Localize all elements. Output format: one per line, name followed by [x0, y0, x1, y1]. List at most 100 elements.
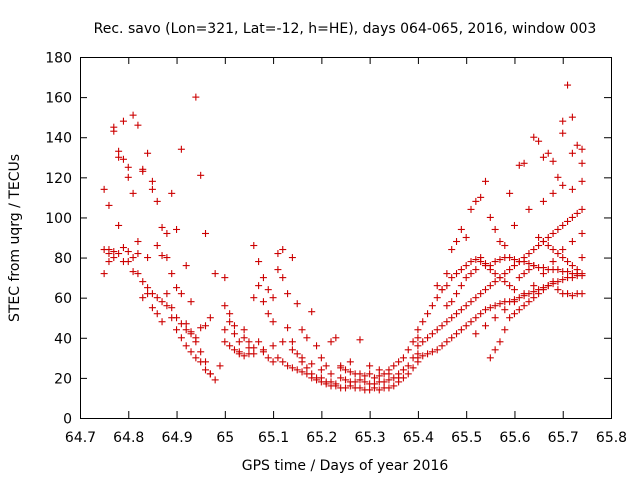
data-point: [515, 161, 523, 169]
data-point: [274, 354, 282, 362]
data-point: [395, 370, 403, 378]
data-point: [414, 342, 422, 350]
x-tick-label: 65.2: [306, 430, 337, 446]
data-point: [202, 322, 210, 330]
data-point: [535, 242, 543, 250]
data-point: [578, 205, 586, 213]
data-point: [433, 346, 441, 354]
x-tick-label: 64.7: [65, 430, 96, 446]
data-point: [197, 358, 205, 366]
data-point: [443, 282, 451, 290]
data-point: [433, 282, 441, 290]
data-point: [510, 262, 518, 270]
data-point: [221, 338, 229, 346]
data-point: [462, 302, 470, 310]
data-point: [428, 330, 436, 338]
data-point: [457, 266, 465, 274]
data-point: [414, 354, 422, 362]
data-point: [559, 276, 567, 284]
y-tick-label: 60: [54, 291, 72, 307]
data-point: [467, 258, 475, 266]
data-point: [144, 254, 152, 262]
data-point: [264, 310, 272, 318]
data-point: [568, 213, 576, 221]
data-point: [216, 362, 224, 370]
data-point: [173, 284, 181, 292]
data-point: [197, 324, 205, 332]
data-point: [506, 254, 514, 262]
data-point: [481, 286, 489, 294]
data-point: [173, 225, 181, 233]
data-point: [269, 318, 277, 326]
data-point: [395, 378, 403, 386]
data-point: [182, 326, 190, 334]
data-point: [395, 358, 403, 366]
data-point: [568, 292, 576, 300]
data-point: [448, 314, 456, 322]
data-point: [419, 338, 427, 346]
data-point: [139, 165, 147, 173]
x-tick-label: 64.8: [113, 430, 144, 446]
data-point: [457, 282, 465, 290]
data-point: [153, 197, 161, 205]
data-point: [279, 338, 287, 346]
data-point: [105, 201, 113, 209]
data-point: [462, 322, 470, 330]
data-point: [491, 314, 499, 322]
data-point: [486, 304, 494, 312]
data-point: [284, 290, 292, 298]
data-point: [279, 246, 287, 254]
data-point: [496, 238, 504, 246]
data-point: [419, 352, 427, 360]
data-point: [322, 362, 330, 370]
data-point: [481, 177, 489, 185]
plot-frame: [80, 57, 612, 419]
data-point: [564, 258, 572, 266]
data-point: [559, 221, 567, 229]
data-point: [202, 229, 210, 237]
data-point: [506, 266, 514, 274]
data-point: [539, 286, 547, 294]
data-point: [342, 384, 349, 392]
data-point: [520, 270, 528, 278]
data-point: [457, 326, 465, 334]
data-point: [564, 217, 572, 225]
data-point: [506, 314, 514, 322]
data-point: [235, 350, 243, 358]
y-tick-label: 40: [54, 331, 72, 347]
data-point: [501, 278, 509, 286]
data-point: [158, 223, 166, 231]
x-tick-label: 65.6: [499, 430, 530, 446]
data-point: [453, 330, 461, 338]
data-point: [462, 274, 470, 282]
data-point: [409, 364, 417, 372]
data-point: [163, 302, 171, 310]
data-point: [539, 153, 547, 161]
data-point: [399, 374, 407, 382]
data-point: [327, 370, 335, 378]
data-point: [206, 314, 214, 322]
data-point: [148, 177, 156, 185]
data-point: [259, 346, 267, 354]
data-point: [226, 342, 234, 350]
data-point: [477, 193, 485, 201]
data-point: [110, 123, 118, 131]
data-point: [293, 350, 301, 358]
y-tick-label: 100: [45, 211, 72, 227]
data-point: [351, 378, 359, 386]
data-point: [539, 264, 547, 272]
data-point: [578, 290, 586, 298]
data-point: [110, 254, 118, 262]
data-point: [409, 338, 417, 346]
data-point: [544, 282, 552, 290]
data-point: [467, 205, 475, 213]
data-point: [182, 342, 190, 350]
y-axis: 0 20 40 60 80 100 120 140 160 180: [45, 51, 611, 428]
data-point: [530, 294, 538, 302]
data-point: [115, 153, 123, 161]
data-point: [433, 326, 441, 334]
data-point: [144, 149, 152, 157]
data-point: [554, 173, 562, 181]
data-point: [177, 145, 185, 153]
data-point: [366, 362, 374, 370]
